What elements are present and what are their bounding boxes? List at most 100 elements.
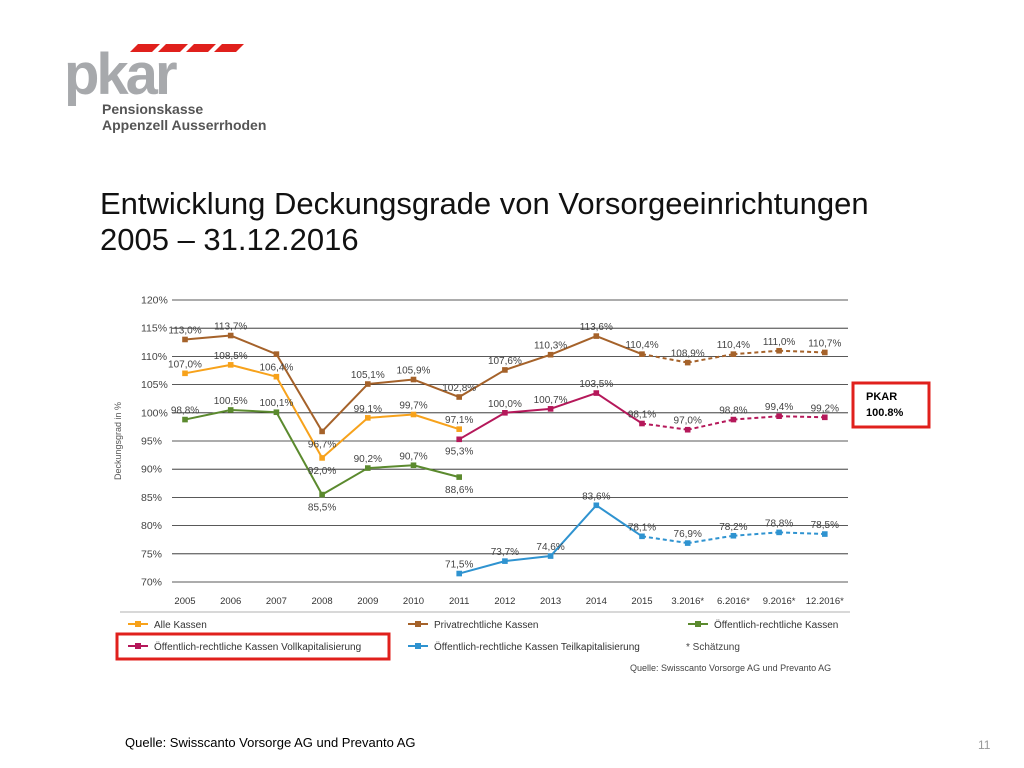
legend-label: Privatrechtliche Kassen (434, 620, 539, 631)
data-point (365, 465, 371, 471)
y-tick-label: 115% (141, 323, 167, 335)
x-tick-label: 2011 (449, 596, 469, 607)
series-1 (182, 332, 828, 435)
data-point (502, 367, 508, 373)
x-tick-label: 2015 (631, 596, 652, 607)
logo-name-line2: Appenzell Ausserrhoden (102, 117, 266, 133)
logo-stripes (130, 44, 244, 52)
data-point (319, 455, 325, 461)
series-segment (367, 378, 414, 386)
legend-swatch-marker (415, 643, 421, 649)
legend-label: Öffentlich-rechtliche Kassen Vollkapital… (154, 641, 361, 653)
data-point (410, 462, 417, 469)
data-label: 78,5% (811, 520, 839, 531)
y-tick-label: 80% (141, 520, 162, 532)
pkar-callout: PKAR 100.8% (851, 381, 931, 429)
y-tick-label: 95% (141, 436, 162, 448)
legend-swatch-marker (415, 621, 421, 627)
y-tick-label: 110% (141, 351, 167, 363)
data-point (273, 409, 280, 416)
series-segment (595, 335, 643, 356)
series-segment (413, 413, 460, 431)
data-label: 107,0% (168, 359, 202, 370)
series-segment (641, 422, 688, 431)
data-point (776, 529, 782, 536)
data-label: 90,2% (354, 454, 382, 465)
series-segment (413, 464, 460, 479)
data-point (410, 411, 417, 418)
data-label: 88,6% (445, 485, 473, 496)
data-label: 97,1% (445, 415, 473, 426)
chart-source-note: Quelle: Swisscanto Vorsorge AG und Preva… (630, 663, 831, 673)
data-label: 108,9% (671, 349, 705, 360)
series-segment (687, 353, 734, 364)
series-segment (779, 415, 825, 419)
series-segment (641, 353, 688, 364)
data-point (730, 351, 737, 357)
data-point (319, 428, 325, 435)
data-label: 99,7% (399, 400, 427, 411)
series-segment (184, 363, 231, 375)
legend-item: Alle Kassen (128, 620, 207, 631)
x-tick-labels: 2005 2006 2007 2008 2009 2010 2011 2012 2013 2014… (174, 596, 844, 607)
data-point (456, 474, 462, 480)
data-label: 110,4% (625, 340, 658, 351)
data-point (547, 406, 554, 412)
series-segment (733, 531, 780, 537)
series-2 (182, 407, 462, 498)
x-tick-label: 2013 (540, 596, 561, 607)
x-tick-label: 9.2016* (763, 596, 796, 607)
series-segment (458, 369, 506, 398)
x-tick-label: 2009 (357, 596, 378, 607)
data-label: 92,0% (308, 466, 336, 477)
data-point (182, 416, 188, 423)
x-tick-label: 2010 (403, 596, 424, 607)
pkar-callout-line1: PKAR (866, 391, 897, 403)
x-tick-label: 2006 (220, 596, 241, 607)
series-segment (230, 334, 277, 356)
data-label: 97,0% (674, 416, 702, 427)
series-segment (321, 467, 369, 496)
legend-estimate-note: * Schätzung (686, 642, 740, 653)
slide-title: Entwicklung Deckungsgrade von Vorsorgeei… (100, 186, 980, 258)
data-point (456, 394, 462, 400)
series-segment (184, 334, 231, 341)
legend-swatch-marker (135, 643, 141, 649)
series-segment (779, 531, 825, 536)
series-segment (230, 408, 277, 414)
data-label: 102,8% (442, 383, 476, 394)
logo-name-line1: Pensionskasse (102, 101, 203, 117)
data-point (684, 540, 691, 546)
data-point (502, 410, 508, 416)
series-segment (184, 409, 231, 421)
series-segment (367, 464, 414, 470)
data-label: 85,5% (308, 503, 336, 514)
data-label: 71,5% (445, 560, 473, 571)
data-label: 78,1% (628, 522, 656, 533)
x-tick-label: 2014 (586, 596, 607, 607)
data-point (273, 351, 280, 357)
legend-item: Öffentlich-rechtliche Kassen (688, 619, 838, 631)
data-point (227, 332, 234, 339)
logo-wordmark: pkar (64, 42, 177, 107)
series-segment (595, 504, 643, 538)
data-point (319, 491, 325, 498)
title-line2: 2005 – 31.12.2016 (100, 222, 359, 257)
data-label: 78,2% (719, 522, 747, 533)
series-segment (549, 504, 598, 557)
data-point (273, 373, 280, 380)
series-segment (413, 378, 460, 398)
y-tick-label: 70% (141, 577, 162, 589)
x-tick-label: 6.2016* (717, 596, 750, 607)
legend-swatch-marker (135, 621, 141, 627)
legend-label: Öffentlich-rechtliche Kassen (714, 619, 838, 631)
series (182, 332, 828, 577)
data-label: 113,7% (214, 322, 247, 333)
x-tick-label: 2007 (266, 596, 287, 607)
legend: Alle Kassen Privatrechtliche Kassen Öffent… (128, 619, 838, 653)
series-0 (182, 362, 462, 461)
data-label: 105,1% (351, 370, 385, 381)
series-4 (456, 502, 828, 577)
series-segment (275, 376, 323, 459)
x-tick-label: 12.2016* (806, 596, 844, 607)
